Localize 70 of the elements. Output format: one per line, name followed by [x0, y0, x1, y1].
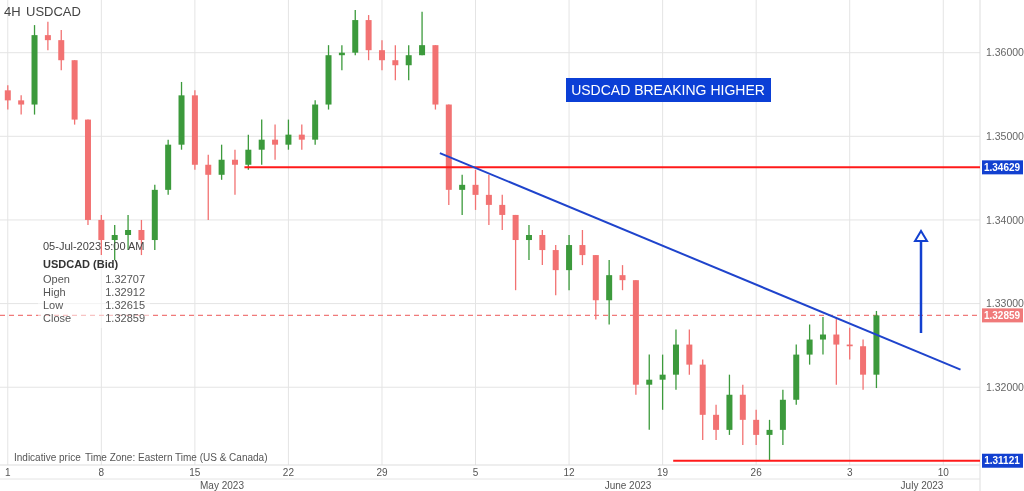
candlestick [4, 84, 11, 111]
chart-title: USDCAD [26, 4, 81, 19]
candlestick [472, 169, 479, 211]
x-tick-label: 3 [846, 467, 853, 478]
annotation: Close [43, 312, 72, 324]
annotation: 1.32707 [105, 273, 145, 285]
candlestick [686, 328, 693, 376]
x-tick-label: 10 [937, 467, 950, 478]
candlestick [285, 118, 292, 151]
candlestick [552, 244, 559, 296]
y-tick-label: 1.34000 [986, 213, 1024, 226]
candlestick [833, 316, 840, 386]
candlestick [405, 44, 412, 81]
candlestick [18, 94, 25, 116]
candlestick [619, 264, 626, 291]
annotation: USDCAD (Bid) [43, 258, 119, 270]
candlestick [539, 229, 546, 266]
candlestick [499, 194, 506, 231]
candlestick [205, 154, 212, 221]
x-tick-label: 15 [189, 467, 201, 478]
y-tick-label: 1.33000 [986, 297, 1024, 310]
candlestick [58, 29, 65, 71]
candlestick [245, 134, 252, 171]
candlestick [459, 174, 466, 216]
candlestick [44, 21, 51, 51]
candlestick [806, 323, 813, 366]
candlestick [485, 174, 492, 226]
x-tick-label: 29 [376, 467, 388, 478]
ref-line-label: 1.32859 [983, 309, 1021, 321]
y-tick-label: 1.32000 [986, 380, 1024, 393]
candlestick [766, 419, 773, 462]
chart-subtitle: 4H [4, 4, 21, 19]
candlestick [378, 39, 385, 71]
candlestick [218, 144, 225, 181]
candlestick [419, 11, 426, 56]
text: May 2023 [200, 480, 245, 491]
y-tick-label: 1.36000 [986, 46, 1024, 59]
data-label: 1.31121 [984, 455, 1021, 467]
x-tick-label: 26 [750, 467, 763, 478]
data-label: 1.34629 [983, 161, 1021, 173]
x-tick-label: 5 [472, 467, 479, 478]
annotation: 1.32912 [105, 286, 145, 298]
candlestick [819, 316, 826, 356]
candlestick [258, 118, 265, 166]
candlestick [392, 44, 399, 81]
annotation: High [43, 286, 66, 298]
annotation: 1.32615 [105, 299, 145, 311]
annotation: Indicative price [14, 452, 82, 463]
annotation: Low [43, 299, 64, 311]
annotation: Time Zone: Eastern Time (US & Canada) [85, 452, 268, 463]
candlestick [298, 123, 305, 151]
annotation: 1.32859 [105, 312, 145, 324]
candlestick [272, 123, 279, 161]
x-tick-label: 22 [282, 467, 295, 478]
annotation: USDCAD BREAKING HIGHER [571, 82, 765, 98]
text: June 2023 [604, 480, 652, 491]
candlestick [646, 353, 653, 431]
x-tick-label: 8 [98, 467, 105, 478]
x-tick-label: 12 [563, 467, 576, 478]
x-tick-label: 1 [5, 467, 12, 478]
text: July 2023 [900, 480, 944, 491]
candlestick [713, 404, 720, 441]
candlestick [579, 229, 586, 266]
candlestick [659, 353, 666, 411]
annotation: Open [43, 273, 70, 285]
y-tick-label: 1.35000 [986, 130, 1024, 142]
candlestick [231, 149, 238, 196]
x-tick-label: 19 [657, 467, 669, 478]
candlestick [525, 224, 532, 261]
candlestick [753, 409, 760, 446]
